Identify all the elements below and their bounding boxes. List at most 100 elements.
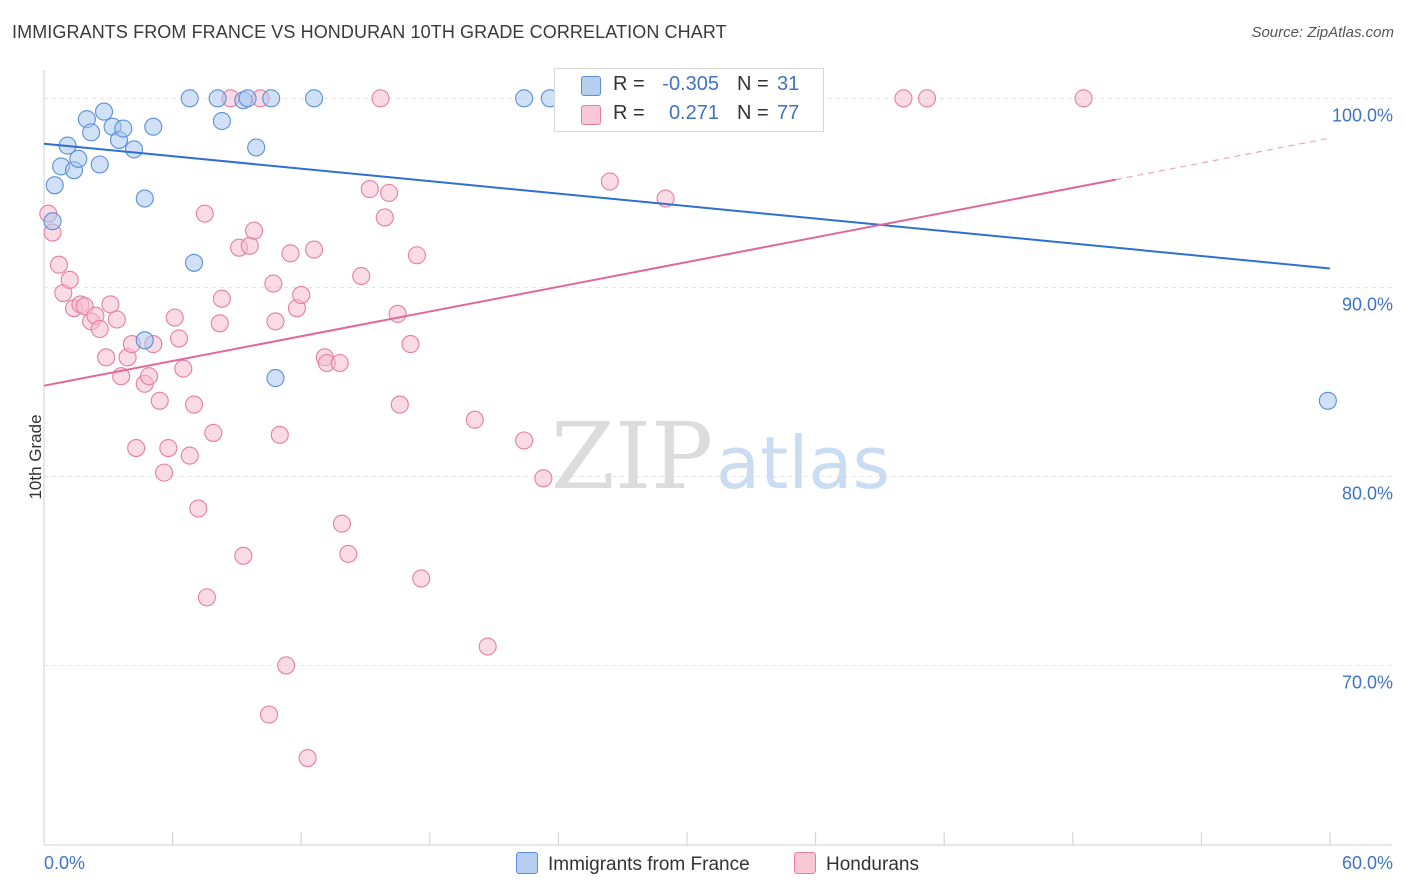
legend-n-value: 31 [777,73,800,95]
honduran-point [390,395,409,414]
legend-r-label: R = [613,73,645,95]
legend-swatch-france [581,76,601,96]
france-point [144,117,163,136]
france-point [45,176,64,195]
honduran-point [401,335,420,354]
y-tick-label: 70.0% [1342,672,1393,692]
honduran-point [154,463,174,482]
honduran-point [266,312,285,331]
honduran-point [407,246,426,265]
legend-r-value: -0.305 [662,73,719,95]
honduran-point [375,208,394,227]
france-point [1318,391,1337,410]
bottom-legend-france: Immigrants from France [516,852,750,876]
honduran-point [240,236,259,255]
watermark-atlas: atlas [716,421,890,505]
honduran-point [478,637,497,656]
honduran-point [210,314,229,333]
france-point [94,102,114,121]
honduran-point [371,89,390,108]
legend-row-hondurans: R = 0.271 N = 77 [555,100,823,128]
france-point [262,89,281,108]
honduran-point [277,656,296,675]
france-point [266,369,285,388]
bottom-legend-label-hondurans: Hondurans [826,854,919,875]
france-point [247,138,266,157]
honduran-point [195,204,214,223]
france-point [69,149,88,168]
honduran-point [918,89,937,108]
legend-n-value: 77 [777,102,800,124]
france-point [305,89,324,108]
france-point [238,89,257,108]
france-point [82,123,101,142]
honduran-trend-extension [1115,137,1331,181]
honduran-point [1074,89,1093,108]
honduran-point [339,544,358,563]
honduran-point [360,180,379,199]
honduran-trend-line [43,178,1116,387]
france-point [135,331,154,350]
bottom-legend-swatch-hondurans [794,852,816,874]
honduran-point [244,221,264,240]
honduran-point [412,569,431,588]
honduran-point [305,240,324,259]
honduran-point [534,469,553,488]
honduran-point [270,425,289,444]
honduran-point [184,395,204,414]
honduran-point [150,391,169,410]
honduran-point [292,285,311,304]
honduran-point [60,270,79,289]
honduran-point [204,423,223,442]
honduran-point [127,438,146,458]
honduran-point [281,244,300,263]
france-point [212,111,231,131]
legend-row-france: R = -0.305 N = 31 [555,71,823,99]
y-axis-label: 10th Grade [26,414,45,499]
france-point [43,212,62,231]
france-point [124,140,144,159]
france-point [184,253,204,272]
honduran-point [212,289,231,308]
honduran-point [159,438,178,458]
y-tick-label: 90.0% [1342,294,1393,314]
france-point [114,119,133,138]
honduran-point [49,255,69,274]
honduran-point [264,274,283,293]
watermark-zip: ZIP [551,403,713,510]
honduran-point [174,359,193,378]
chart-title: IMMIGRANTS FROM FRANCE VS HONDURAN 10TH … [12,22,727,42]
honduran-point [380,183,399,202]
bottom-legend-swatch-france [516,852,538,874]
legend-n-label: N = [737,73,769,95]
france-point [208,89,227,108]
honduran-point [298,748,317,768]
legend-r-value: 0.271 [668,102,719,124]
honduran-point [97,348,116,367]
honduran-point [169,329,189,348]
x-tick-label-min: 0.0% [44,853,85,873]
france-point [90,155,109,174]
france-point [135,189,154,208]
honduran-point [101,295,120,314]
bottom-legend-label-france: Immigrants from France [548,854,750,875]
y-tick-label: 80.0% [1342,483,1393,503]
correlation-legend: R = -0.305 N = 31 R = 0.271 N = 77 [554,68,824,132]
honduran-point [352,266,371,286]
legend-n-label: N = [737,102,769,124]
honduran-point [165,308,184,327]
honduran-point [139,367,159,386]
honduran-point [515,431,534,450]
x-tick-label-max: 60.0% [1342,853,1393,873]
france-point [180,89,199,108]
bottom-legend-hondurans: Hondurans [794,852,919,876]
honduran-point [189,499,208,518]
honduran-point [465,410,484,429]
honduran-point [90,319,109,339]
france-trend-line [43,142,1331,270]
honduran-point [259,705,279,724]
honduran-point [180,446,199,465]
france-point [515,89,534,108]
y-tick-label: 100.0% [1332,105,1393,125]
